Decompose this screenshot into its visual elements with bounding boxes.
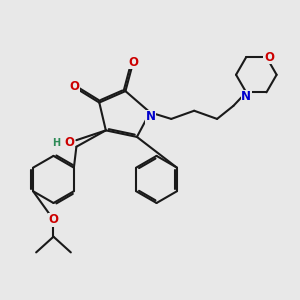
- Text: O: O: [129, 56, 139, 69]
- Text: O: O: [69, 80, 79, 93]
- Text: O: O: [64, 136, 74, 149]
- Text: N: N: [146, 110, 156, 124]
- Text: O: O: [264, 51, 274, 64]
- Text: H: H: [52, 138, 60, 148]
- Text: O: O: [49, 213, 58, 226]
- Text: N: N: [241, 90, 251, 104]
